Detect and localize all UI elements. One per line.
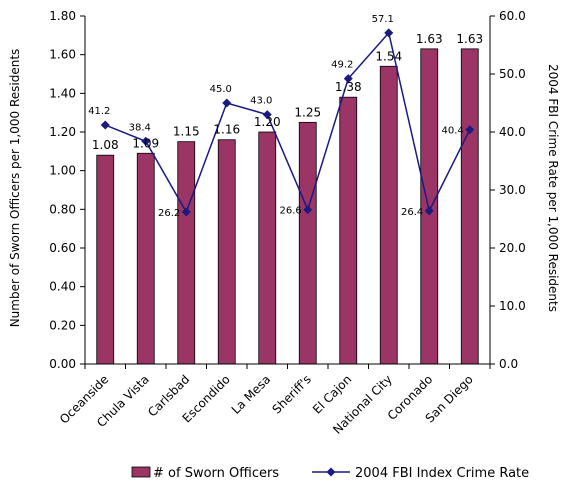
- crime-rate-point-3: [181, 207, 191, 217]
- line-value-label: 41.2: [88, 106, 110, 117]
- bar-1: [96, 154, 115, 365]
- y-tick-label: 0.40: [49, 280, 76, 294]
- crime-rate-point-10: [465, 125, 475, 135]
- line-layer: [100, 28, 475, 217]
- line-value-label: 49.2: [331, 60, 353, 71]
- line-value-label: 45.0: [210, 84, 232, 95]
- bar-value-label: 1.63: [416, 32, 443, 46]
- crime-rate-point-9: [424, 206, 434, 216]
- x-tick-label: La Mesa: [229, 372, 274, 417]
- y-tick-label: 1.40: [49, 86, 76, 100]
- y2-tick-label: 30.0: [499, 183, 526, 197]
- y2-tick-label: 40.0: [499, 125, 526, 139]
- line-value-label: 26.2: [158, 208, 180, 219]
- labels-layer: 1.08 1.09 1.15 1.16 1.20 1.25 1.38 1.54 1.63 1.63…: [88, 14, 483, 219]
- bars-layer: [96, 48, 479, 365]
- line-value-label: 38.4: [129, 122, 151, 133]
- crime-rate-point-7: [343, 74, 353, 84]
- x-tick-label: Sheriff's: [270, 372, 314, 416]
- bar-3: [177, 141, 196, 365]
- legend-marker-crime: [326, 467, 336, 477]
- bar-2: [136, 152, 155, 365]
- crime-rate-point-8: [384, 28, 394, 38]
- y-tick-label: 1.00: [49, 164, 76, 178]
- y-tick-label: 1.20: [49, 125, 76, 139]
- y2-tick-label: 0.0: [499, 357, 518, 371]
- bar-10: [460, 48, 479, 365]
- y2-tick-label: 50.0: [499, 67, 526, 81]
- line-value-label: 57.1: [372, 14, 394, 25]
- crime-rate-point-4: [222, 98, 232, 108]
- bar-7: [339, 96, 358, 365]
- y-tick-label: 0.00: [49, 357, 76, 371]
- bar-4: [217, 139, 236, 365]
- bar-value-label: 1.08: [92, 138, 119, 152]
- y-tick-label: 0.20: [49, 318, 76, 332]
- bar-value-label: 1.16: [213, 123, 240, 137]
- bar-6: [298, 121, 317, 365]
- bar-value-label: 1.63: [456, 32, 483, 46]
- bar-value-label: 1.20: [254, 115, 281, 129]
- y-tick-label: 0.60: [49, 241, 76, 255]
- bar-value-label: 1.15: [173, 125, 200, 139]
- y-tick-label: 1.60: [49, 48, 76, 62]
- crime-rate-point-1: [100, 120, 110, 130]
- y2-tick-label: 60.0: [499, 9, 526, 23]
- crime-rate-line: [104, 31, 471, 214]
- axes-layer: 0.00 0.20 0.40 0.60 0.80 1.00 1.20 1.40 1.60 1.80…: [49, 9, 525, 437]
- line-value-label: 26.4: [401, 207, 423, 218]
- y-tick-label: 1.80: [49, 9, 76, 23]
- bar-5: [258, 131, 277, 365]
- bar-value-label: 1.25: [294, 105, 321, 119]
- bar-value-label: 1.09: [132, 136, 159, 150]
- legend-label-officers: # of Sworn Officers: [153, 466, 279, 481]
- crime-rate-point-5: [262, 110, 272, 120]
- crime-rate-point-6: [303, 205, 313, 215]
- y2-axis-title: 2004 FBI Crime Rate per 1,000 Residents: [546, 64, 560, 312]
- line-value-label: 40.4: [441, 126, 463, 137]
- y2-tick-label: 20.0: [499, 241, 526, 255]
- legend-swatch-officers: [131, 466, 151, 478]
- y2-tick-label: 10.0: [499, 299, 526, 313]
- y-tick-label: 0.80: [49, 202, 76, 216]
- bar-value-label: 1.54: [375, 49, 402, 63]
- line-value-label: 43.0: [250, 96, 272, 107]
- line-value-label: 26.6: [279, 206, 301, 217]
- bar-8: [379, 65, 398, 365]
- y-axis-title: Number of Sworn Officers per 1,000 Resid…: [8, 49, 22, 328]
- legend: # of Sworn Officers 2004 FBI Index Crime…: [131, 466, 529, 481]
- bar-value-label: 1.38: [335, 80, 362, 94]
- crime-rate-point-2: [141, 136, 151, 146]
- legend-label-crime: 2004 FBI Index Crime Rate: [355, 466, 529, 481]
